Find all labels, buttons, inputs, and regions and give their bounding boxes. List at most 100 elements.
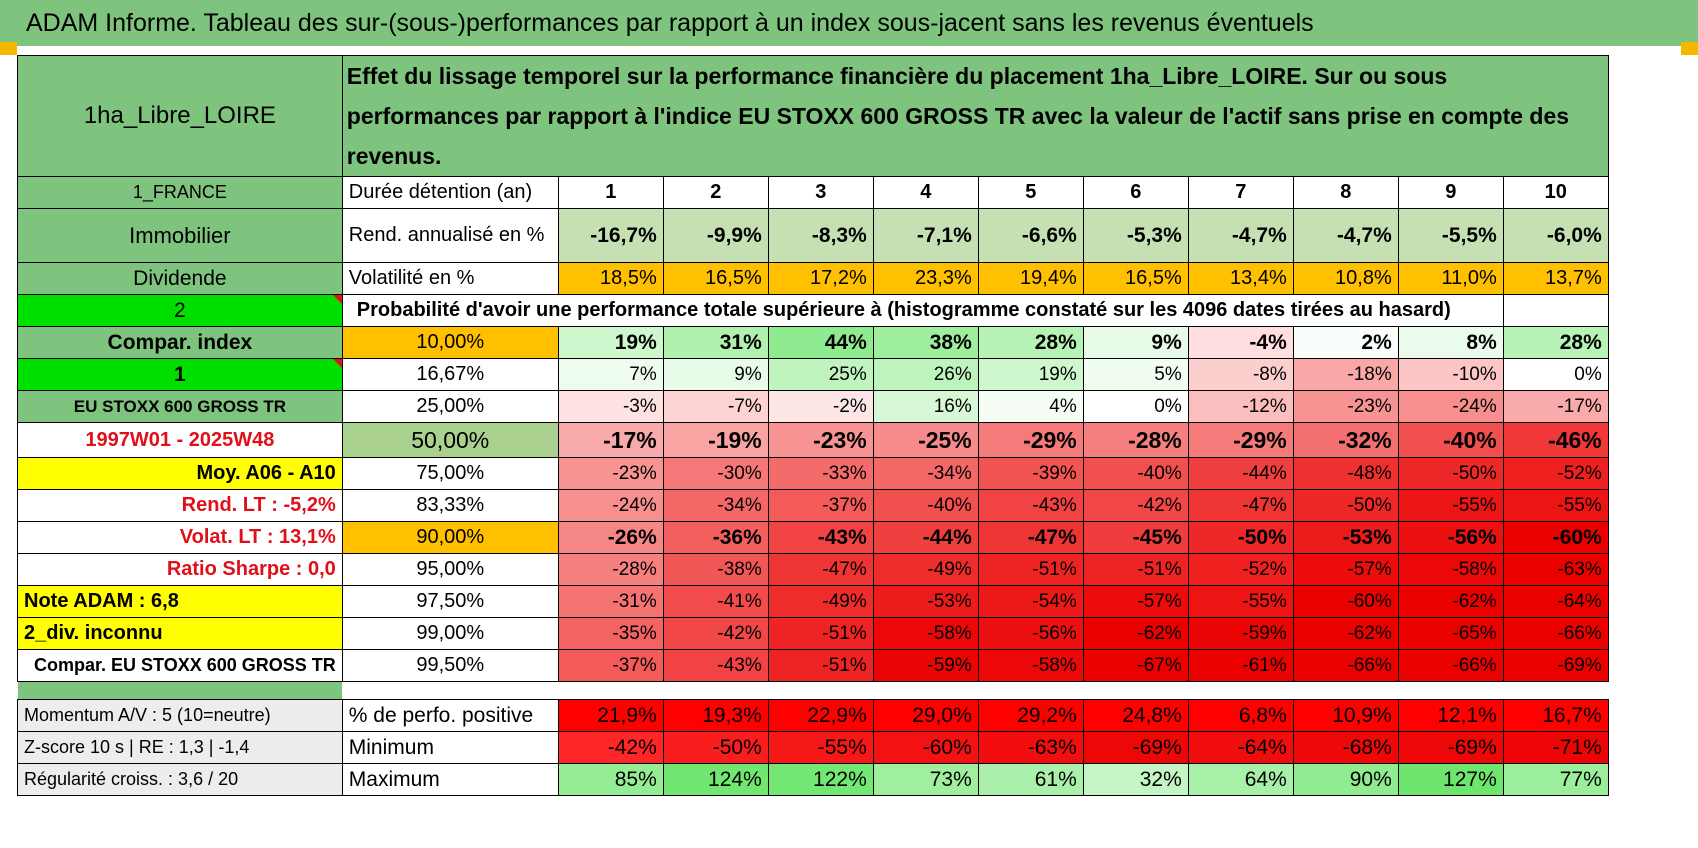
pos-cell[interactable]: 10,9% (1292, 699, 1399, 732)
quantile-cell[interactable]: 9% (1082, 326, 1189, 359)
quantile-cell[interactable]: -17% (557, 422, 664, 458)
quantile-cell[interactable]: 19% (557, 326, 664, 359)
min-cell[interactable]: -60% (872, 731, 979, 764)
quantile-cell[interactable]: -8% (1187, 358, 1294, 391)
min-cell[interactable]: -69% (1397, 731, 1504, 764)
quantile-cell[interactable]: -45% (1082, 521, 1189, 554)
year-header[interactable]: 8 (1292, 176, 1399, 209)
asset-name[interactable]: 1ha_Libre_LOIRE (17, 55, 343, 177)
quantile-label[interactable]: 99,00% (341, 617, 559, 650)
quantile-cell[interactable]: -50% (1187, 521, 1294, 554)
rend-label[interactable]: Rend. annualisé en % (341, 208, 559, 263)
quantile-cell[interactable]: 9% (662, 358, 769, 391)
quantile-cell[interactable]: -31% (557, 585, 664, 618)
quantile-label[interactable]: 10,00% (341, 326, 559, 359)
quantile-cell[interactable]: -51% (767, 649, 874, 682)
quantile-cell[interactable]: -23% (767, 422, 874, 458)
quantile-cell[interactable]: -60% (1502, 521, 1609, 554)
min-label[interactable]: Minimum (341, 731, 559, 764)
quantile-cell[interactable]: -58% (872, 617, 979, 650)
quantile-cell[interactable]: -37% (767, 489, 874, 522)
vol-cell[interactable]: 23,3% (872, 262, 979, 295)
quantile-cell[interactable]: 28% (1502, 326, 1609, 359)
pos-cell[interactable]: 29,0% (872, 699, 979, 732)
quantile-cell[interactable]: -28% (557, 553, 664, 586)
quantile-cell[interactable]: -58% (1397, 553, 1504, 586)
quantile-cell[interactable]: -47% (767, 553, 874, 586)
pos-label[interactable]: % de perfo. positive (341, 699, 559, 732)
min-cell[interactable]: -68% (1292, 731, 1399, 764)
quantile-cell[interactable]: -40% (872, 489, 979, 522)
quantile-label[interactable]: 50,00% (341, 422, 559, 458)
quantile-cell[interactable]: -26% (557, 521, 664, 554)
quantile-cell[interactable]: -64% (1502, 585, 1609, 618)
pos-cell[interactable]: 12,1% (1397, 699, 1504, 732)
quantile-cell[interactable]: -38% (662, 553, 769, 586)
quantile-cell[interactable]: -59% (1187, 617, 1294, 650)
quantile-cell[interactable]: -42% (1082, 489, 1189, 522)
quantile-cell[interactable]: -43% (662, 649, 769, 682)
quantile-cell[interactable]: -51% (1082, 553, 1189, 586)
vol-label[interactable]: Volatilité en % (341, 262, 559, 295)
quantile-cell[interactable]: -30% (662, 457, 769, 490)
vol-cell[interactable]: 19,4% (977, 262, 1084, 295)
vol-cell[interactable]: 11,0% (1397, 262, 1504, 295)
max-cell[interactable]: 90% (1292, 763, 1399, 796)
pos-cell[interactable]: 22,9% (767, 699, 874, 732)
vol-cell[interactable]: 16,5% (1082, 262, 1189, 295)
quantile-cell[interactable]: -33% (767, 457, 874, 490)
quantile-cell[interactable]: -51% (767, 617, 874, 650)
regularite-label[interactable]: Régularité croiss. : 3,6 / 20 (17, 763, 343, 796)
quantile-cell[interactable]: 0% (1082, 390, 1189, 423)
quantile-cell[interactable]: -43% (767, 521, 874, 554)
quantile-label[interactable]: 90,00% (341, 521, 559, 554)
quantile-cell[interactable]: -29% (977, 422, 1084, 458)
max-cell[interactable]: 32% (1082, 763, 1189, 796)
quantile-cell[interactable]: 7% (557, 358, 664, 391)
period-label[interactable]: 1997W01 - 2025W48 (17, 422, 343, 458)
volat-lt-label[interactable]: Volat. LT : 13,1% (17, 521, 343, 554)
quantile-cell[interactable]: -47% (977, 521, 1084, 554)
rend-cell[interactable]: -6,0% (1502, 208, 1609, 263)
vol-cell[interactable]: 13,4% (1187, 262, 1294, 295)
quantile-cell[interactable]: 19% (977, 358, 1084, 391)
min-cell[interactable]: -63% (977, 731, 1084, 764)
holding-label[interactable]: Durée détention (an) (341, 176, 559, 209)
quantile-cell[interactable]: -49% (872, 553, 979, 586)
pos-cell[interactable]: 6,8% (1187, 699, 1294, 732)
quantile-cell[interactable]: -48% (1292, 457, 1399, 490)
rend-cell[interactable]: -5,3% (1082, 208, 1189, 263)
quantile-cell[interactable]: -28% (1082, 422, 1189, 458)
quantile-cell[interactable]: -37% (557, 649, 664, 682)
min-cell[interactable]: -50% (662, 731, 769, 764)
quantile-cell[interactable]: -52% (1187, 553, 1294, 586)
compar-index-label[interactable]: Compar. index (17, 326, 343, 359)
quantile-cell[interactable]: -29% (1187, 422, 1294, 458)
rend-cell[interactable]: -7,1% (872, 208, 979, 263)
quantile-cell[interactable]: -40% (1397, 422, 1504, 458)
year-header[interactable]: 6 (1082, 176, 1189, 209)
quantile-cell[interactable]: -34% (872, 457, 979, 490)
min-cell[interactable]: -64% (1187, 731, 1294, 764)
quantile-cell[interactable]: -44% (1187, 457, 1294, 490)
quantile-label[interactable]: 83,33% (341, 489, 559, 522)
rend-lt-label[interactable]: Rend. LT : -5,2% (17, 489, 343, 522)
year-header[interactable]: 3 (767, 176, 874, 209)
pos-cell[interactable]: 19,3% (662, 699, 769, 732)
quantile-label[interactable]: 16,67% (341, 358, 559, 391)
quantile-cell[interactable]: 38% (872, 326, 979, 359)
max-cell[interactable]: 127% (1397, 763, 1504, 796)
quantile-cell[interactable]: -60% (1292, 585, 1399, 618)
empty-cell[interactable] (1502, 294, 1609, 327)
quantile-cell[interactable]: -18% (1292, 358, 1399, 391)
quantile-cell[interactable]: -17% (1502, 390, 1609, 423)
quantile-cell[interactable]: -2% (767, 390, 874, 423)
quantile-cell[interactable]: -39% (977, 457, 1084, 490)
quantile-cell[interactable]: -51% (977, 553, 1084, 586)
rend-cell[interactable]: -9,9% (662, 208, 769, 263)
quantile-cell[interactable]: -42% (662, 617, 769, 650)
category-label[interactable]: Immobilier (17, 208, 343, 263)
year-header[interactable]: 5 (977, 176, 1084, 209)
quantile-cell[interactable]: -25% (872, 422, 979, 458)
quantile-cell[interactable]: -49% (767, 585, 874, 618)
